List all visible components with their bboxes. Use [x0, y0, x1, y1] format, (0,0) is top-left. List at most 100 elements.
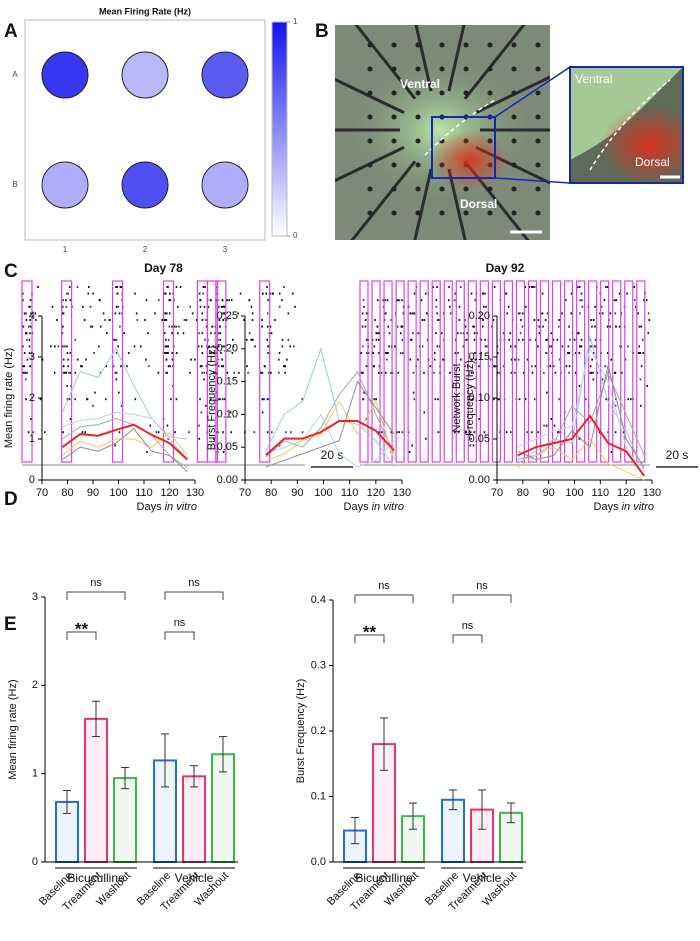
spike	[114, 444, 116, 447]
spike	[221, 398, 224, 401]
spike	[469, 431, 472, 434]
spike	[267, 398, 270, 401]
spike	[199, 305, 202, 308]
spike	[287, 338, 290, 341]
spike	[626, 292, 628, 295]
spike	[118, 431, 121, 434]
spike	[115, 378, 118, 381]
spike	[472, 325, 474, 328]
spike	[590, 319, 592, 321]
electrode	[535, 138, 541, 144]
significance-bracket	[164, 591, 224, 600]
spike	[154, 312, 156, 315]
burst-box	[431, 280, 441, 463]
raster	[22, 286, 304, 453]
spike	[163, 332, 166, 335]
electrode-trace	[335, 146, 405, 183]
electrode	[415, 42, 421, 48]
spike	[613, 371, 616, 374]
spike	[436, 312, 438, 315]
spike	[174, 431, 176, 434]
y-tick-label: 1	[29, 433, 35, 445]
spike	[175, 398, 178, 401]
spike	[607, 352, 609, 354]
spike	[219, 332, 222, 335]
spike	[210, 444, 213, 447]
spike	[214, 332, 216, 335]
colorbar	[271, 21, 288, 237]
dot	[41, 161, 89, 209]
spike	[22, 299, 24, 302]
spike	[198, 332, 200, 335]
spike	[189, 305, 192, 308]
spike	[633, 286, 636, 288]
spike	[639, 378, 642, 381]
series-line	[517, 438, 645, 481]
spike	[537, 345, 539, 348]
spike	[210, 352, 212, 354]
spike	[170, 398, 172, 401]
spike	[524, 398, 527, 401]
spike	[372, 352, 375, 354]
spike	[263, 398, 265, 401]
burst-box	[563, 280, 574, 463]
y-tick-label: 2	[32, 679, 38, 691]
x-tick-label: 100	[565, 487, 583, 499]
burst-box	[515, 280, 526, 463]
spike	[365, 312, 368, 315]
group-label: Vehicle	[175, 871, 214, 885]
electrode	[367, 186, 373, 192]
spike	[526, 431, 529, 434]
spike	[634, 305, 637, 308]
spike	[568, 371, 570, 374]
spike	[169, 299, 172, 302]
spike	[610, 451, 613, 453]
spike	[215, 431, 218, 434]
spike	[544, 319, 547, 321]
spike	[465, 338, 468, 341]
spike	[204, 286, 206, 288]
spike	[91, 325, 94, 328]
x-tick-label: 70	[491, 487, 503, 499]
spike	[233, 371, 235, 374]
spike	[222, 312, 225, 315]
spike	[292, 292, 294, 295]
spike	[164, 312, 167, 315]
spike	[155, 431, 158, 434]
spike	[165, 312, 168, 315]
spike	[506, 312, 509, 315]
spike	[115, 371, 118, 374]
spike	[518, 398, 521, 401]
y-tick-label: 0.2	[311, 725, 326, 737]
spike	[589, 338, 592, 341]
spike	[66, 352, 69, 354]
y-tick-label: 1	[32, 768, 38, 780]
group-label: Bicuculline	[67, 871, 125, 885]
x-tick-label: 120	[617, 487, 635, 499]
significance-bracket	[452, 634, 483, 643]
spike	[492, 365, 495, 368]
panel-label: E	[4, 614, 17, 635]
spike	[505, 431, 508, 434]
electrode	[391, 42, 397, 48]
spike	[221, 365, 223, 368]
spike	[423, 371, 425, 374]
spike	[119, 286, 122, 288]
spike	[437, 398, 439, 401]
spike	[229, 411, 232, 414]
burst-box	[383, 280, 393, 463]
spike	[365, 338, 368, 341]
spike	[268, 371, 270, 374]
electrode	[463, 66, 469, 72]
spike	[647, 332, 650, 335]
electrode	[391, 66, 397, 72]
spike	[89, 325, 92, 328]
spike	[425, 312, 428, 315]
spike	[473, 431, 476, 434]
spike	[517, 358, 520, 361]
spike	[374, 319, 376, 321]
spike	[423, 411, 426, 414]
spike	[247, 371, 249, 374]
column-label: 2	[143, 245, 148, 254]
spike	[202, 292, 204, 295]
